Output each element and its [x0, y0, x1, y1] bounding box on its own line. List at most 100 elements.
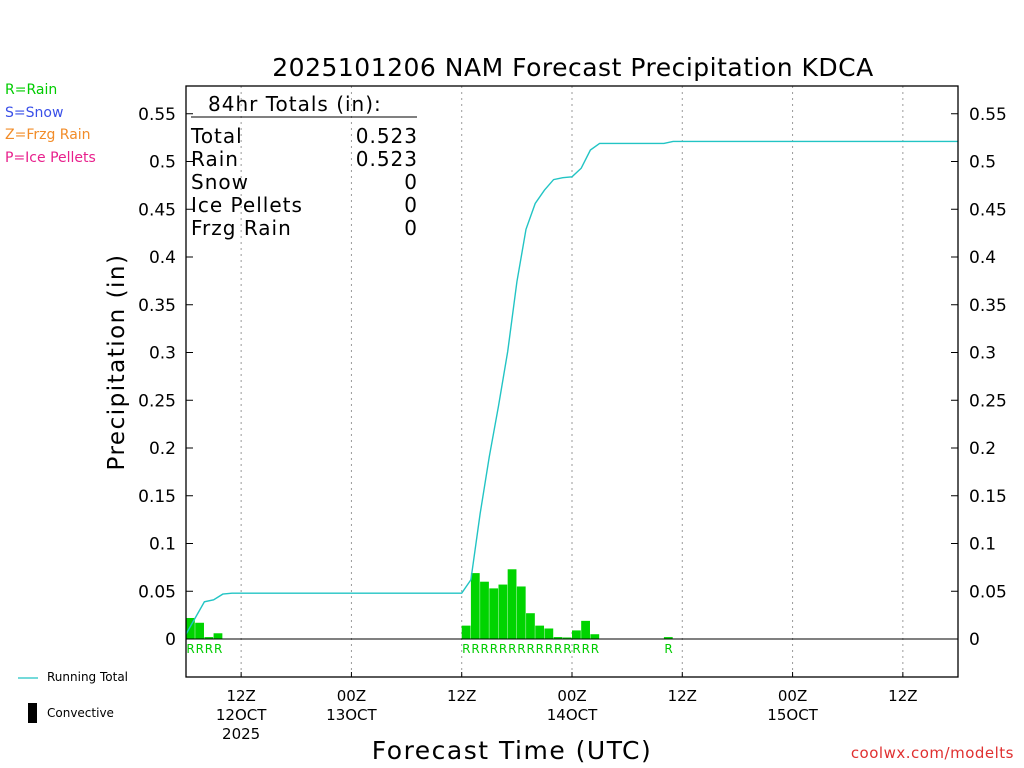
y-tick-label-right: 0.35 [969, 296, 1007, 316]
chart-title: 2025101206 NAM Forecast Precipitation KD… [272, 53, 873, 82]
x-tick-label: 12Z [447, 687, 476, 705]
y-tick-label-left: 0.55 [138, 105, 176, 125]
precip-type-label: R [536, 642, 544, 656]
y-tick-label-right: 0.5 [969, 153, 996, 173]
precip-type-label: R [499, 642, 507, 656]
precip-bar [507, 569, 517, 639]
precip-type-label: R [526, 642, 534, 656]
y-tick-label-right: 0.4 [969, 248, 996, 268]
y-tick-label-left: 0.05 [138, 582, 176, 602]
precip-bar [204, 637, 214, 639]
x-tick-label: 12Z [226, 687, 255, 705]
precip-bar [461, 625, 471, 639]
y-tick-label-right: 0.55 [969, 105, 1007, 125]
y-tick-label-right: 0.25 [969, 391, 1007, 411]
y-tick-label-right: 0.05 [969, 582, 1007, 602]
running-total-key-label: Running Total [47, 670, 129, 684]
y-tick-label-left: 0.25 [138, 391, 176, 411]
legend-ice-pellets: P=Ice Pellets [5, 149, 96, 166]
precip-bar [498, 584, 508, 639]
x-tick-label: 00Z [778, 687, 807, 705]
precip-bar [544, 628, 554, 639]
precip-type-label: R [214, 642, 222, 656]
totals-label-total: Total [190, 124, 243, 148]
y-axis: 0 00.05 0.050.1 0.10.15 0.150.2 0.20.25 0.250.… [138, 105, 1007, 650]
x-tick-label: 12Z [888, 687, 917, 705]
precip-type-label: R [471, 642, 479, 656]
y-tick-label-left: 0.15 [138, 487, 176, 507]
precip-type-label: R [490, 642, 498, 656]
x-tick-label: 00Z [557, 687, 586, 705]
y-tick-label-right: 0.1 [969, 535, 996, 555]
precip-type-label: R [481, 642, 489, 656]
legend-snow: S=Snow [5, 104, 64, 121]
precip-type-label: R [664, 642, 672, 656]
convective-key-swatch [28, 703, 37, 723]
y-tick-label-right: 0.3 [969, 344, 996, 364]
y-tick-label-right: 0.15 [969, 487, 1007, 507]
precip-bar [581, 620, 590, 639]
totals-value-frzg-rain: 0 [404, 216, 418, 240]
precip-type-label: R [462, 642, 470, 656]
y-tick-label-left: 0.5 [149, 153, 176, 173]
convective-key-label: Convective [47, 706, 114, 720]
y-tick-label-left: 0.35 [138, 296, 176, 316]
totals-label-ice-pellets: Ice Pellets [191, 193, 303, 217]
credit-link[interactable]: coolwx.com/modelts [850, 744, 1014, 762]
x-tick-label: 12Z [668, 687, 697, 705]
precip-bar [590, 634, 600, 639]
legend-rain: R=Rain [5, 82, 58, 98]
precip-bar [562, 637, 572, 639]
totals-value-total: 0.523 [356, 124, 418, 148]
precip-bar [213, 633, 223, 639]
bar-series [186, 569, 673, 639]
precip-type-label: R [205, 642, 213, 656]
x-axis-label: Forecast Time (UTC) [372, 736, 652, 765]
precip-bar [470, 573, 480, 639]
x-tick-label: 14OCT [547, 706, 598, 724]
y-tick-label-right: 0.2 [969, 439, 996, 459]
precip-type-label: R [517, 642, 525, 656]
y-tick-label-left: 0.1 [149, 535, 176, 555]
precip-type-label: R [186, 642, 194, 656]
precip-type-label: R [563, 642, 571, 656]
x-tick-label: 00Z [337, 687, 366, 705]
y-tick-label-left: 0.4 [149, 248, 176, 268]
precip-bar [535, 625, 545, 639]
precip-bar [526, 613, 535, 639]
totals-box: 84hr Totals (in): Total 0.523 Rain 0.523… [190, 92, 418, 240]
y-tick-label-left: 0.3 [149, 344, 176, 364]
precip-bar [553, 637, 563, 639]
y-tick-label-left: 0.45 [138, 200, 176, 220]
totals-value-ice-pellets: 0 [404, 193, 418, 217]
precip-bar [480, 581, 489, 639]
x-tick-label: 15OCT [767, 706, 818, 724]
y-tick-label-left: 0.2 [149, 439, 176, 459]
x-tick-label: 12OCT [216, 706, 267, 724]
grid-lines [240, 86, 904, 677]
precip-type-label: R [591, 642, 599, 656]
totals-label-frzg-rain: Frzg Rain [191, 216, 292, 240]
running-total-line [185, 140, 958, 635]
y-tick-label-left: 0 [165, 630, 176, 650]
precip-type-label: R [582, 642, 590, 656]
precip-bar [489, 588, 499, 639]
precip-bar [663, 637, 673, 639]
precip-type-label: R [508, 642, 516, 656]
totals-header: 84hr Totals (in): [208, 92, 382, 116]
precip-bar [516, 586, 526, 639]
x-tick-label: 2025 [222, 725, 260, 743]
precip-bar [572, 630, 581, 639]
totals-label-snow: Snow [191, 170, 249, 194]
precip-type-label: R [554, 642, 562, 656]
y-tick-label-right: 0.45 [969, 200, 1007, 220]
precip-bar [186, 617, 195, 639]
precip-type-label: R [196, 642, 204, 656]
totals-label-rain: Rain [191, 147, 239, 171]
precip-bar [195, 622, 204, 639]
y-axis-label: Precipitation (in) [104, 254, 130, 471]
precip-type-label: R [572, 642, 580, 656]
totals-value-rain: 0.523 [356, 147, 418, 171]
